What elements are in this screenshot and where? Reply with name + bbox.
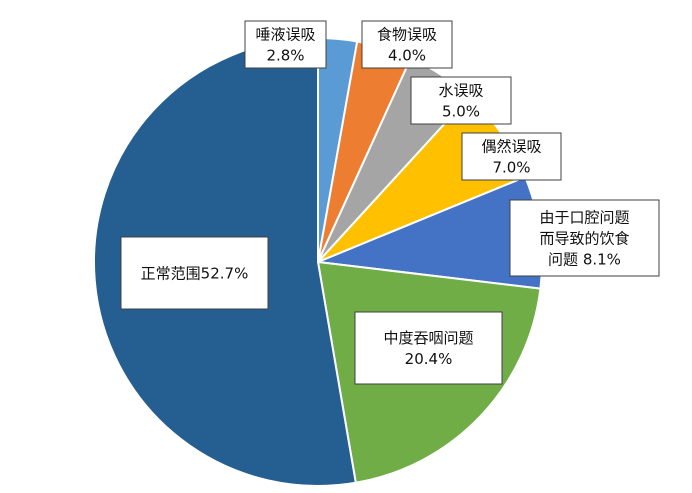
data-label-text: 2.8% — [266, 47, 304, 65]
data-label-box — [361, 20, 453, 69]
pie-data-label: 食物误吸 4.0% — [361, 20, 453, 69]
pie-data-label: 中度吞咽问题 20.4% — [354, 311, 503, 385]
pie-data-label: 偶然误吸 7.0% — [461, 132, 562, 181]
pie-data-label: 正常范围52.7% — [120, 236, 269, 310]
data-label-text: 正常范围52.7% — [141, 265, 249, 283]
data-label-text: 4.0% — [388, 47, 426, 65]
data-label-text: 中度吞咽问题 — [383, 329, 473, 347]
data-label-box — [509, 199, 660, 277]
data-label-text: 食物误吸 — [377, 26, 437, 44]
data-label-box — [120, 236, 269, 310]
data-label-text: 水误吸 — [438, 82, 483, 100]
data-label-text: 问题 8.1% — [548, 251, 621, 269]
data-label-text: 而导致的饮食 — [539, 230, 629, 248]
data-label-text: 偶然误吸 — [481, 138, 541, 156]
data-label-text: 7.0% — [492, 159, 530, 177]
pie-data-label: 水误吸 5.0% — [410, 76, 512, 125]
data-label-text: 5.0% — [442, 103, 480, 121]
data-label-text: 由于口腔问题 — [539, 209, 629, 227]
data-label-box — [461, 132, 562, 181]
pie-labels: 唾液误吸 2.8% 食物误吸 4.0% 水误吸 5.0%偶然误吸 7.0% 由于口腔问题而导致… — [120, 20, 660, 385]
data-label-box — [354, 311, 503, 385]
data-label-box — [244, 20, 327, 69]
data-label-box — [410, 76, 512, 125]
pie-data-label: 唾液误吸 2.8% — [244, 20, 327, 69]
data-label-text: 唾液误吸 — [255, 26, 315, 44]
data-label-text: 20.4% — [405, 350, 453, 368]
